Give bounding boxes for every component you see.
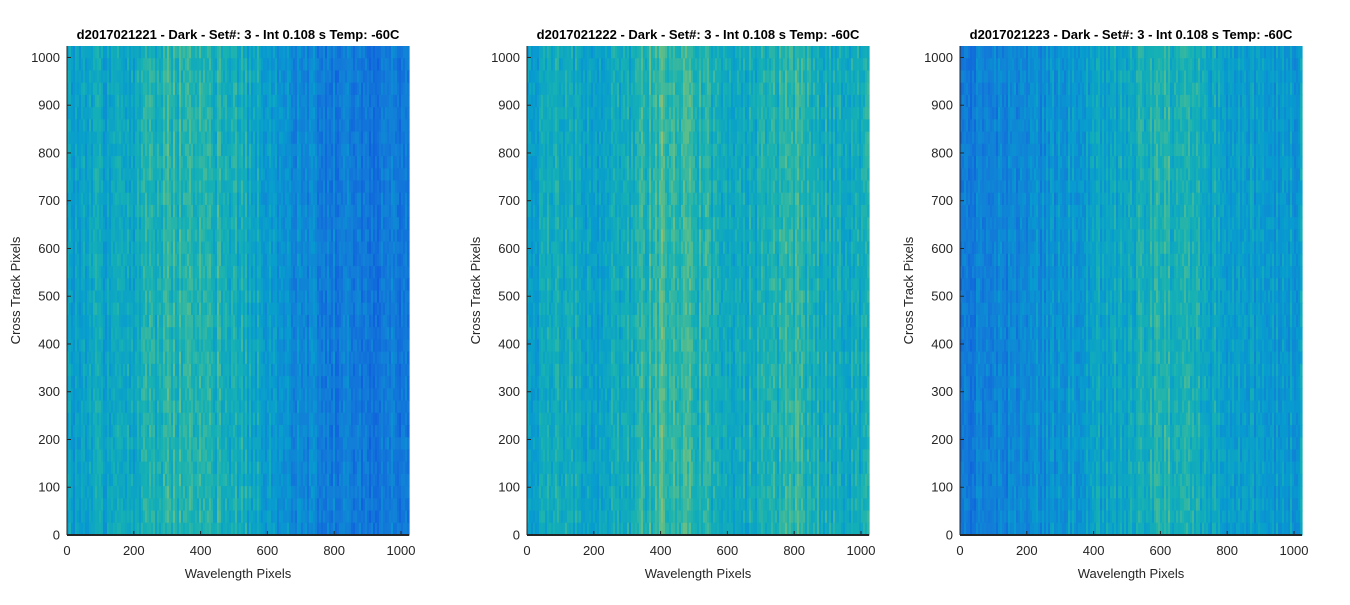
panel-1: 0 200 400 600 800 100001002003004005006007008…: [8, 27, 415, 581]
heatmap-image: [67, 46, 410, 536]
